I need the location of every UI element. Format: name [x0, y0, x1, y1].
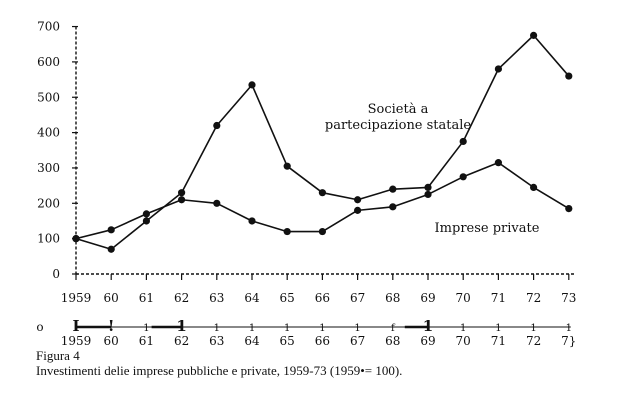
data-point	[107, 226, 115, 234]
x-tick-label: 66	[315, 291, 330, 305]
data-point	[530, 31, 538, 39]
secondary-axis-label: 66	[315, 334, 330, 348]
data-point	[424, 190, 432, 199]
secondary-axis-label: 68	[385, 334, 400, 348]
y-tick-label: 700	[37, 20, 60, 34]
y-tick-label: 300	[37, 161, 60, 175]
secondary-axis-mark: 1	[284, 323, 290, 334]
x-tick-label: 61	[139, 291, 154, 305]
secondary-axis-mark: 1	[423, 317, 433, 335]
secondary-axis-mark: 1	[354, 323, 360, 334]
data-point	[459, 137, 467, 146]
data-point	[494, 159, 502, 167]
secondary-axis-start: o	[36, 320, 43, 334]
secondary-axis-label: 63	[209, 334, 224, 348]
data-point	[318, 189, 326, 197]
data-point	[72, 235, 80, 243]
data-point	[318, 227, 326, 236]
data-point	[354, 206, 362, 214]
y-tick-label: 200	[37, 196, 60, 210]
data-point	[248, 81, 256, 89]
data-point	[530, 183, 538, 191]
secondary-axis-mark: 1	[319, 323, 325, 334]
secondary-axis-mark: 1	[214, 323, 220, 334]
data-point	[142, 217, 150, 225]
x-tick-label: 69	[420, 291, 435, 305]
data-point	[178, 189, 186, 197]
y-tick-label: 400	[37, 126, 60, 140]
secondary-axis-label: 62	[174, 334, 189, 348]
secondary-axis-label: 71	[491, 334, 506, 348]
secondary-axis-mark: 1	[530, 323, 536, 334]
x-tick-label: 68	[385, 291, 400, 305]
secondary-axis-label: 64	[244, 334, 260, 348]
x-tick-label: 70	[456, 291, 471, 305]
secondary-axis-mark: !	[108, 317, 115, 335]
x-tick-label: 73	[561, 291, 576, 305]
secondary-axis-label: 65	[280, 334, 295, 348]
series-layer	[72, 31, 573, 253]
data-point	[459, 173, 467, 181]
secondary-axis-mark: 1	[460, 323, 466, 334]
secondary-axis-label: 72	[526, 334, 541, 348]
data-point	[283, 227, 291, 236]
data-point	[142, 210, 150, 218]
x-tick-label: 65	[280, 291, 295, 305]
series-label-2: Imprese private	[435, 221, 540, 236]
x-tick-label: 64	[244, 291, 260, 305]
data-point	[565, 205, 573, 213]
data-point	[213, 199, 221, 207]
y-tick-label: 600	[37, 55, 60, 69]
secondary-axis-mark: 1	[143, 323, 149, 334]
y-tick-label: 100	[37, 232, 60, 246]
secondary-axis-mark: 1	[176, 317, 186, 335]
secondary-axis-mark: 1	[249, 323, 255, 334]
x-tick-label: 67	[350, 291, 365, 305]
data-point	[107, 245, 115, 253]
x-tick-label: 62	[174, 291, 189, 305]
secondary-axis-label: 60	[104, 334, 119, 348]
secondary-axis-mark: 1	[566, 323, 572, 334]
x-tick-label: 71	[491, 291, 506, 305]
secondary-axis-mark: I	[72, 317, 79, 335]
secondary-axis-label: 67	[350, 334, 365, 348]
data-point	[389, 203, 397, 211]
data-point	[389, 185, 397, 193]
series-label-1: Società a	[368, 102, 429, 117]
data-point	[283, 162, 291, 170]
data-point	[213, 121, 221, 130]
y-tick-label: 500	[37, 90, 60, 104]
data-point	[424, 183, 432, 191]
series-label-1: partecipazione statale	[325, 118, 472, 133]
x-tick-label: 60	[104, 291, 119, 305]
x-tick-label: 1959	[61, 291, 92, 305]
x-tick-label: 63	[209, 291, 224, 305]
x-axis: 1959 60 61 62 63 64 65 66 67 68 69 70 71 72 73	[61, 273, 576, 305]
figure-caption: Investimenti delie imprese pubbliche e p…	[36, 363, 403, 378]
series-line-1	[75, 34, 570, 251]
data-point	[565, 72, 573, 80]
figure-title: Figura 4	[36, 348, 80, 363]
data-point	[494, 65, 502, 73]
secondary-axis-label: 61	[139, 334, 154, 348]
data-point	[354, 196, 362, 204]
secondary-axis-label: 70	[456, 334, 471, 348]
secondary-x-axis: o I! 1 1 1 1 1 1 1 f 1 1 1 1 1 1959 60 61 62 63 64 65 66 67 68 69…	[36, 317, 576, 348]
y-axis: 0 100 200 300 400 500 600 700	[37, 20, 78, 281]
secondary-axis-label: 7}	[561, 334, 576, 348]
secondary-axis-label: 69	[420, 334, 435, 348]
secondary-axis-label: 1959	[61, 334, 92, 348]
y-tick-label: 0	[52, 267, 60, 281]
data-point	[248, 217, 256, 225]
secondary-axis-mark: f	[391, 323, 396, 334]
secondary-axis-mark: 1	[495, 323, 501, 334]
data-point	[178, 196, 186, 204]
x-tick-label: 72	[526, 291, 541, 305]
